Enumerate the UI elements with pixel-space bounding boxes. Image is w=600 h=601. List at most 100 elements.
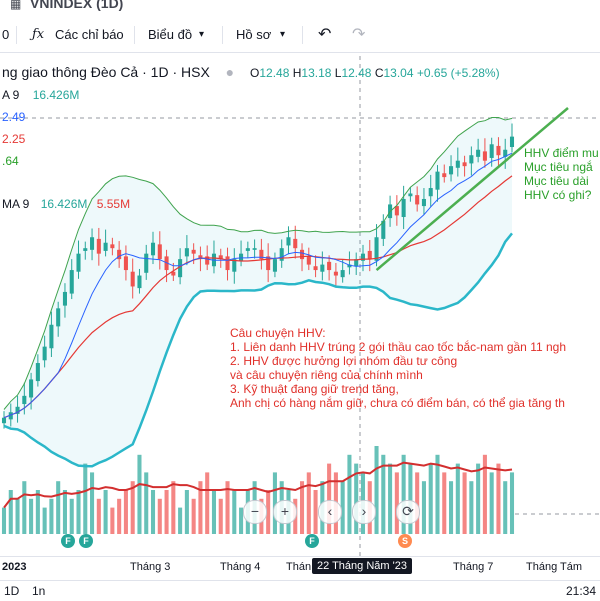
green-annotation: HHV điểm mu Mục tiêu ngắ Mục tiêu dài HH… [524,146,599,202]
scroll-right-button[interactable]: › [352,500,376,524]
axis-label: Tháng 3 [130,561,171,573]
candle-body [62,291,67,306]
candle-body [333,271,338,276]
volume-legend: MA 9 16.426M 5.55M [2,197,130,211]
candle-body [205,256,210,265]
volume-bar [401,454,406,534]
candle-body [381,220,386,239]
candle-body [306,256,311,265]
volume-bar [354,463,359,534]
open-label: O [250,66,260,80]
eye-dot-icon[interactable]: ● [225,64,235,80]
toolbar-divider [16,26,17,44]
candle-body [266,256,271,271]
zoom-in-button[interactable]: + [273,500,297,524]
volume-bar [191,498,196,534]
candle-body [476,149,481,157]
candle-body [496,145,501,156]
candle-body [117,249,122,260]
marker-f[interactable]: F [79,534,93,548]
volume-bar [496,463,501,534]
marker-s[interactable]: S [398,534,412,548]
candle-body [123,256,128,271]
bottom-bar: 1D 1n 21:34 [0,580,600,601]
candle-body [110,244,115,249]
volume-bar [184,490,189,534]
candle-body [401,198,406,218]
volume-bar [489,472,494,534]
symbol-search-fragment[interactable]: 0 [2,27,10,42]
chart-area[interactable] [0,56,600,556]
volume-bar [476,463,481,534]
candle-body [252,248,257,250]
candle-body [286,237,291,246]
range-button-1n[interactable]: 1n [32,584,46,598]
volume-bar [29,498,34,534]
profile-button[interactable]: Hồ sơ [236,27,272,42]
bollinger-upper-line [3,117,513,410]
price-chart-svg[interactable] [0,56,600,556]
candle-body [232,259,237,272]
range-button-1d[interactable]: 1D [4,584,20,598]
indicators-button[interactable]: Các chỉ báo [55,27,124,42]
candle-body [15,406,20,414]
candle-body [299,249,305,260]
volume-bar [340,481,345,534]
chart-type-button[interactable]: Biểu đồ [148,27,193,42]
symbol-title: VNINDEX (1D) [30,0,124,11]
volume-bar [198,481,203,534]
marker-f[interactable]: F [305,534,319,548]
candle-body [8,412,13,420]
time-axis[interactable]: 2023 Tháng 3 Tháng 4 Thán Tháng 7 Tháng … [0,556,600,579]
volume-bar [428,463,433,534]
volume-bar [299,481,305,534]
volume-bar [171,481,176,534]
volume-bar [137,454,142,534]
grid-icon: ▦ [10,0,22,11]
candle-body [157,244,162,260]
undo-icon[interactable]: ↶ [318,26,332,43]
candle-body [449,166,454,175]
volume-bar [164,490,169,534]
redo-icon[interactable]: ↷ [352,26,366,43]
candle-body [313,266,318,271]
marker-f[interactable]: F [61,534,75,548]
close-label: C [374,66,384,80]
candles-layer [1,123,515,429]
chart-toolbar: 0 ƒx Các chỉ báo Biểu đồ ▾ Hồ sơ ▾ ↶ ↷ [0,18,600,53]
candle-body [340,270,345,278]
candle-body [354,259,359,267]
change-value: +0.65 (+5.28%) [416,66,500,80]
candle-body [49,324,54,349]
volume-bar [90,472,95,534]
volume-bar [469,481,474,534]
candle-body [191,249,196,254]
toolbar-divider [134,26,135,44]
scroll-left-button[interactable]: ‹ [318,500,342,524]
volume-bar [394,472,399,534]
candle-body [130,271,135,287]
red-annotation: Câu chuyện HHV: 1. Liên danh HHV trúng 2… [230,326,566,410]
volume-bar [306,472,311,534]
reset-view-button[interactable]: ⟳ [396,500,420,524]
volume-bar [8,490,13,534]
volume-bar [225,481,230,534]
indicator-lines-layer [3,107,569,468]
candle-body [198,255,203,260]
volume-bar [56,481,61,534]
candle-body [1,417,7,424]
candle-body [435,171,440,190]
fx-icon[interactable]: ƒx [32,27,45,42]
green-annotation-line: Mục tiêu ngắ [524,160,593,174]
ma-slow-line [3,175,513,419]
volume-value: 16.426M [40,197,88,211]
chevron-down-icon[interactable]: ▾ [199,29,205,40]
zoom-out-button[interactable]: − [243,500,267,524]
volume-bar [211,490,217,534]
candle-body [482,151,487,161]
instrument-legend: ng giao thông Đèo Cả · 1D · HSX ● [2,64,234,80]
bb-lower-value: .64 [2,154,19,168]
chevron-down-icon[interactable]: ▾ [280,29,286,40]
volume-bar [462,472,467,534]
ma-fast-line [3,152,513,419]
